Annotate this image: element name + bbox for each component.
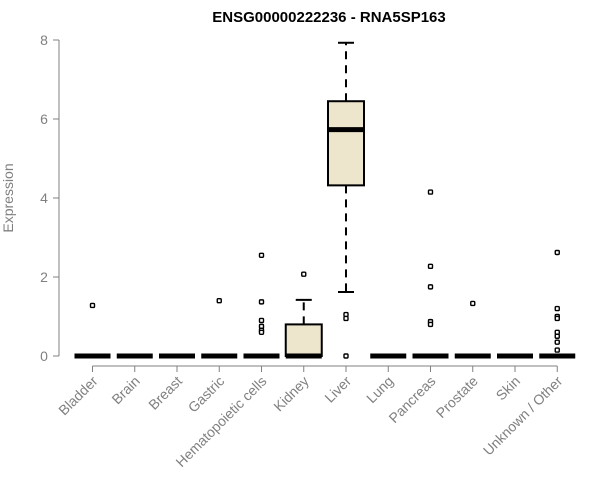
box-unknown-other bbox=[539, 249, 576, 359]
outlier-point bbox=[258, 329, 265, 335]
x-tick-label: Lung bbox=[363, 373, 396, 406]
x-tick-label: Liver bbox=[321, 373, 354, 406]
y-tick-label: 2 bbox=[40, 269, 48, 285]
box-bladder bbox=[74, 302, 111, 359]
outlier-point bbox=[554, 347, 560, 353]
outlier-point bbox=[554, 333, 560, 339]
outlier-point bbox=[427, 189, 434, 195]
outlier-point bbox=[427, 284, 434, 290]
outlier-point bbox=[427, 321, 434, 328]
y-tick-label: 0 bbox=[40, 348, 48, 364]
box-gastric bbox=[201, 298, 238, 359]
outlier-point bbox=[89, 302, 96, 309]
outlier-point bbox=[258, 252, 265, 258]
box-kidney bbox=[284, 271, 323, 359]
outlier-point bbox=[216, 298, 222, 304]
x-tick-label: Pancreas bbox=[385, 373, 438, 426]
box-iqr bbox=[284, 323, 323, 357]
outlier-point bbox=[343, 353, 349, 359]
x-tick-label: Skin bbox=[493, 373, 524, 404]
outlier-point bbox=[258, 317, 265, 324]
box-iqr bbox=[327, 100, 365, 187]
outlier-point bbox=[470, 300, 476, 307]
x-tick-label: Bladder bbox=[55, 373, 101, 419]
box-prostate bbox=[454, 300, 491, 359]
y-axis: 0 2 4 6 8 bbox=[40, 32, 60, 364]
y-axis-label: Expression bbox=[0, 163, 16, 232]
x-tick-label: Prostate bbox=[433, 373, 481, 421]
outlier-point bbox=[554, 315, 560, 322]
box-series bbox=[74, 41, 576, 359]
y-tick-label: 6 bbox=[40, 111, 48, 127]
box-hematopoietic-cells bbox=[243, 252, 280, 359]
outlier-point bbox=[554, 339, 560, 345]
x-tick-label: Unknown / Other bbox=[480, 373, 566, 459]
x-tick-label: Breast bbox=[145, 373, 185, 413]
outlier-point bbox=[554, 249, 560, 256]
outlier-point bbox=[258, 299, 265, 305]
x-tick-label: Kidney bbox=[270, 373, 312, 415]
outlier-point bbox=[301, 271, 307, 277]
x-tick-label: Brain bbox=[108, 373, 142, 407]
y-tick-label: 8 bbox=[40, 32, 48, 48]
outlier-point bbox=[554, 305, 560, 312]
box-liver bbox=[327, 41, 365, 359]
y-tick-label: 4 bbox=[40, 190, 48, 206]
outlier-point bbox=[427, 263, 434, 270]
outlier-point bbox=[343, 315, 349, 322]
chart-title: ENSG00000222236 - RNA5SP163 bbox=[212, 9, 445, 26]
box-pancreas bbox=[412, 189, 449, 359]
